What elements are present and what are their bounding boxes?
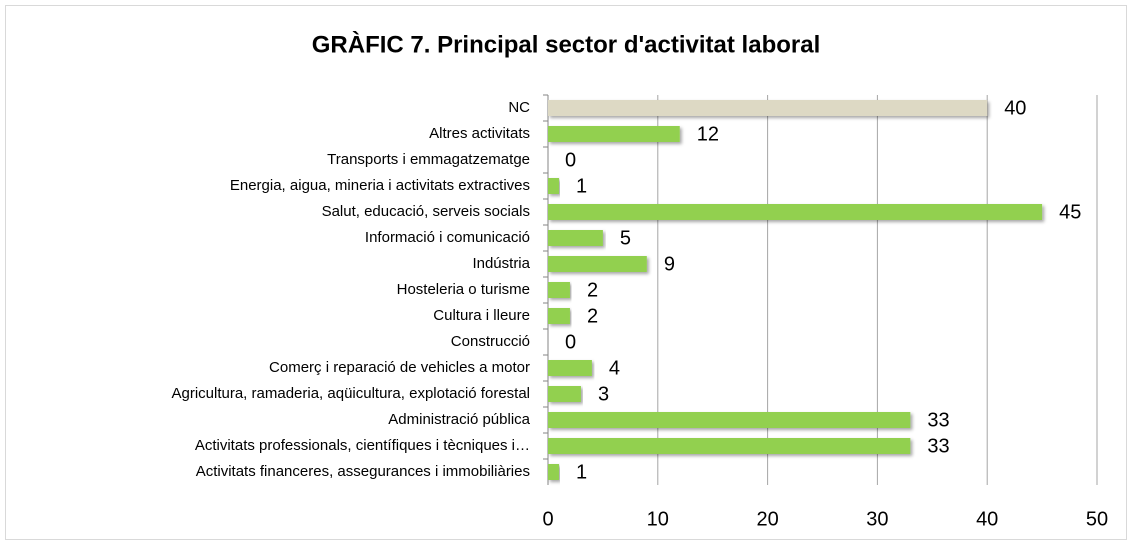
x-tick-label: 50: [1086, 508, 1108, 530]
y-tick-label: Cultura i lleure: [433, 307, 530, 324]
y-tick-label: Administració pública: [388, 411, 530, 428]
bar: [548, 464, 559, 480]
data-label: 3: [598, 383, 609, 405]
data-label: 9: [664, 253, 675, 275]
x-tick-label: 40: [976, 508, 998, 530]
bar: [548, 386, 581, 402]
data-label: 33: [927, 409, 949, 431]
data-label: 0: [565, 331, 576, 353]
y-tick-label: Construcció: [451, 333, 530, 350]
bar: [548, 178, 559, 194]
x-tick-label: 0: [542, 508, 553, 530]
data-label: 4: [609, 357, 620, 379]
data-label: 1: [576, 461, 587, 483]
y-tick-label: Hosteleria o turisme: [397, 281, 530, 298]
y-tick-label: Energia, aigua, mineria i activitats ext…: [230, 177, 530, 194]
data-label: 2: [587, 305, 598, 327]
data-label: 45: [1059, 201, 1081, 223]
y-tick-label: Altres activitats: [429, 125, 530, 142]
bar: [548, 256, 647, 272]
bar: [548, 308, 570, 324]
y-tick-label: Activitats financeres, assegurances i im…: [196, 463, 530, 480]
y-tick-label: Informació i comunicació: [365, 229, 530, 246]
y-tick-label: Agricultura, ramaderia, aqüicultura, exp…: [171, 385, 530, 402]
data-label: 33: [927, 435, 949, 457]
chart-title: GRÀFIC 7. Principal sector d'activitat l…: [312, 30, 821, 58]
bar: [548, 412, 911, 428]
x-tick-label: 10: [647, 508, 669, 530]
bar: [548, 438, 911, 454]
y-tick-label: NC: [508, 99, 530, 116]
data-label: 2: [587, 279, 598, 301]
data-label: 0: [565, 149, 576, 171]
data-label: 12: [697, 123, 719, 145]
y-tick-label: Indústria: [472, 255, 530, 272]
x-tick-label: 30: [866, 508, 888, 530]
data-label: 1: [576, 175, 587, 197]
chart-border: [5, 5, 1127, 540]
x-tick-label: 20: [756, 508, 778, 530]
bar: [548, 360, 592, 376]
bar: [548, 126, 680, 142]
y-tick-label: Activitats professionals, científiques i…: [195, 437, 530, 454]
bar: [548, 230, 603, 246]
bar: [548, 204, 1043, 220]
y-tick-label: Transports i emmagatzematge: [327, 151, 530, 168]
data-label: 40: [1004, 97, 1026, 119]
data-label: 5: [620, 227, 631, 249]
bar: [548, 100, 988, 116]
y-tick-label: Salut, educació, serveis socials: [322, 203, 530, 220]
y-tick-label: Comerç i reparació de vehicles a motor: [269, 359, 530, 376]
bar: [548, 282, 570, 298]
